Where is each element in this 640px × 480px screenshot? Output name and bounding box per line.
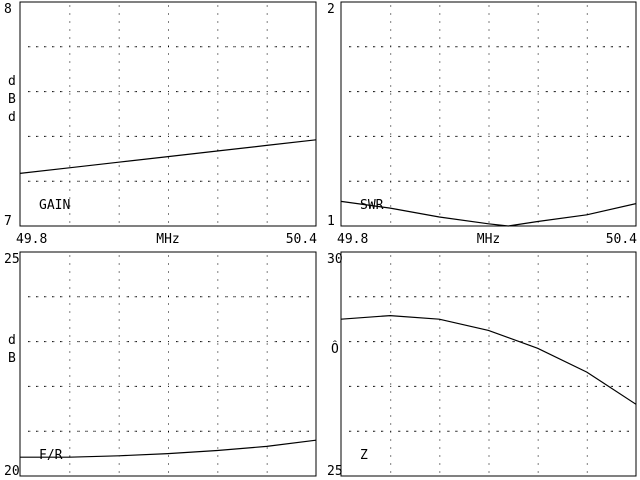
z-grid [349,255,629,473]
fr-y-unit-label: B [8,351,16,366]
swr-y-min-label: 1 [327,214,335,229]
gain-y-max-label: 8 [4,2,12,17]
gain-y-unit-label: d [8,110,16,125]
z-y-unit-label: Ô [331,341,339,357]
swr-series-label: SWR [360,198,384,213]
swr-panel-frame [340,1,637,227]
fr-series-line [20,439,317,458]
fr-y-unit-label: d [8,333,16,348]
swr-x-max-label: 50.4 [606,232,637,247]
fr-y-max-label: 25 [4,252,20,267]
gain-x-min-label: 49.8 [16,232,47,247]
gain-y-unit-label: d [8,74,16,89]
swr-grid [349,5,629,223]
swr-series-line [340,200,637,227]
fr-y-min-label: 20 [4,464,20,479]
gain-grid [28,5,309,223]
z-series-label: Z [360,448,368,463]
gain-series-line [19,139,317,174]
gain-y-unit-label: B [8,92,16,107]
z-panel-frame [340,251,637,477]
gain-series-label: GAIN [39,198,70,213]
fr-series-label: F/R [39,448,63,463]
swr-x-unit-label: MHz [477,232,500,247]
swr-y-max-label: 2 [327,2,335,17]
swr-x-min-label: 49.8 [337,232,368,247]
fr-grid [28,255,309,473]
z-y-max-label: 30 [327,252,343,267]
gain-x-unit-label: MHz [156,232,179,247]
fr-panel-frame [19,251,317,477]
gain-x-max-label: 50.4 [286,232,317,247]
z-series-line [340,314,637,405]
z-y-min-label: 25 [327,464,343,479]
gain-y-min-label: 7 [4,214,12,229]
gain-panel-frame [19,1,317,227]
